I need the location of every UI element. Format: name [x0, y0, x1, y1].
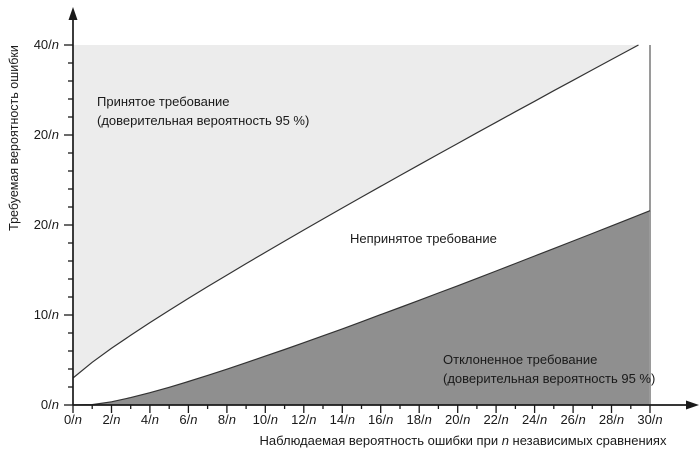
rejected-region-area	[73, 210, 650, 405]
accepted-region-label-line2: (доверительная вероятность 95 %)	[97, 113, 310, 128]
accepted-region-label-line1: Принятое требование	[97, 94, 230, 109]
y-tick-label: 40/n	[33, 37, 59, 52]
lower-confidence-curve	[72, 210, 651, 406]
x-tick-label: 24/n	[521, 412, 548, 427]
x-tick-label: 4/n	[140, 412, 159, 427]
x-axis-arrowhead	[686, 400, 699, 410]
y-tick-label: 10/n	[33, 307, 59, 322]
x-tick-label: 12/n	[291, 412, 317, 427]
x-tick-label: 26/n	[560, 412, 586, 427]
y-tick-label: 20/n	[33, 127, 59, 142]
x-tick-label: 22/n	[483, 412, 509, 427]
upper-confidence-curve	[72, 44, 639, 379]
x-tick-label: 6/n	[179, 412, 198, 427]
x-tick-label: 0/n	[63, 412, 83, 427]
x-tick-label: 2/n	[102, 412, 121, 427]
x-tick-label: 20/n	[445, 412, 471, 427]
rejected-region-label-line2: (доверительная вероятность 95 %)	[443, 371, 656, 386]
x-tick-label: 14/n	[329, 412, 355, 427]
y-axis-title: Требуемая вероятность ошибки	[7, 45, 21, 231]
x-tick-label: 18/n	[406, 412, 432, 427]
accepted-region-area	[73, 45, 639, 378]
x-tick-label: 8/n	[217, 412, 236, 427]
y-axis-arrowhead	[68, 7, 78, 20]
rejected-region-label: Отклоненное требование (доверительная ве…	[443, 350, 655, 388]
x-tick-label: 16/n	[368, 412, 394, 427]
accepted-region-label: Принятое требование (доверительная вероя…	[97, 92, 309, 130]
y-tick-label: 20/n	[33, 217, 59, 232]
rejected-region-label-line1: Отклоненное требование	[443, 352, 598, 367]
x-tick-label: 28/n	[598, 412, 625, 427]
x-tick-label: 30/n	[637, 412, 663, 427]
y-tick-label: 0/n	[40, 397, 59, 412]
x-axis-title: Наблюдаемая вероятность ошибки при n нез…	[259, 433, 667, 448]
x-tick-label: 10/n	[252, 412, 278, 427]
not-accepted-region-label: Непринятое требование	[350, 231, 497, 246]
